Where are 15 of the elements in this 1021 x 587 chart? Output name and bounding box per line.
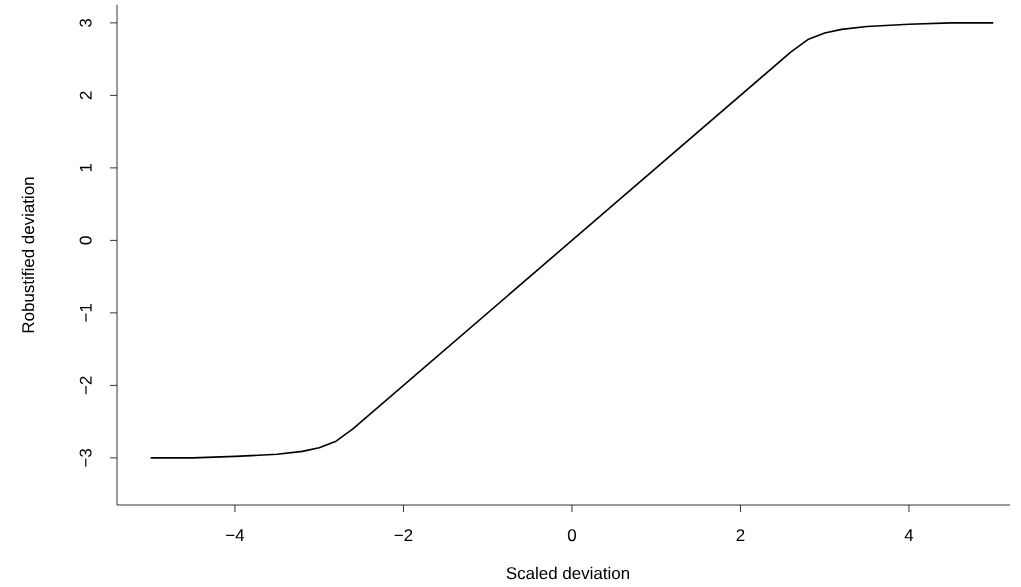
y-tick-label: −2 xyxy=(79,376,92,395)
x-tick-label: 2 xyxy=(736,529,745,541)
y-tick-label: 2 xyxy=(79,91,92,100)
y-tick-label: −1 xyxy=(79,304,92,322)
y-tick-label: 0 xyxy=(79,236,92,245)
x-axis-title: Scaled deviation xyxy=(506,566,629,580)
x-tick-label: −4 xyxy=(226,529,245,541)
y-axis-title: Robustified deviation xyxy=(21,177,35,333)
y-tick-label: 1 xyxy=(79,163,92,172)
x-tick-label: −2 xyxy=(394,529,413,541)
y-tick-label: 3 xyxy=(79,18,92,27)
y-tick-label: −3 xyxy=(79,448,92,467)
line-series xyxy=(149,22,995,459)
x-tick-label: 4 xyxy=(904,529,914,541)
x-tick-label: 0 xyxy=(567,529,577,542)
